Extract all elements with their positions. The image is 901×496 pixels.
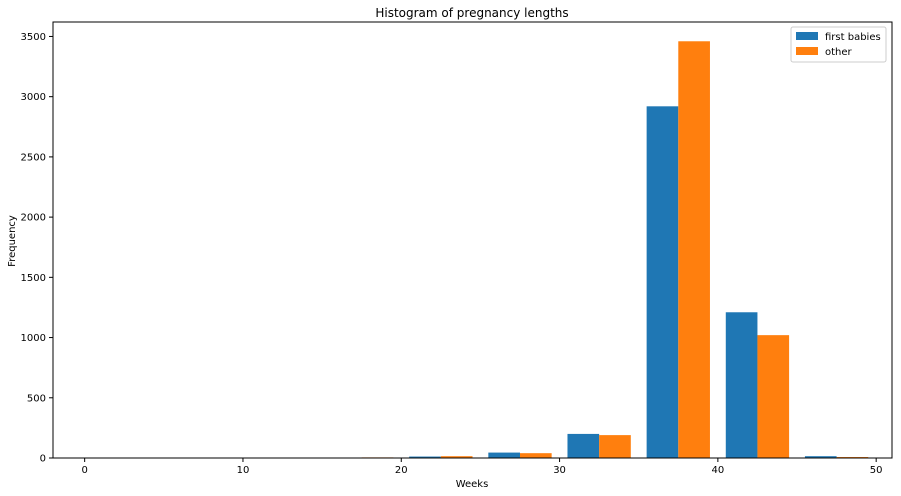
x-axis-label: Weeks: [456, 479, 489, 490]
y-tick-label: 1500: [21, 273, 46, 284]
x-tick-label: 30: [553, 465, 566, 476]
y-tick-label: 3500: [21, 32, 46, 43]
x-tick-label: 10: [237, 465, 250, 476]
y-tick-label: 2000: [21, 213, 46, 224]
y-axis-label: Frequency: [7, 215, 18, 267]
bar-other-bin-5: [520, 453, 552, 458]
chart-title: Histogram of pregnancy lengths: [375, 6, 568, 20]
legend-label-first-babies: first babies: [825, 32, 881, 43]
y-tick-label: 2500: [21, 152, 46, 163]
bar-other-bin-7: [678, 41, 710, 458]
y-tick-label: 1000: [21, 333, 46, 344]
bar-other-bin-8: [757, 335, 789, 458]
x-tick-label: 50: [870, 465, 883, 476]
legend-swatch-first-babies: [796, 32, 818, 40]
y-tick-label: 0: [40, 454, 46, 465]
legend-swatch-other: [796, 47, 818, 55]
x-tick-label: 20: [395, 465, 408, 476]
bar-first-babies-bin-8: [726, 312, 758, 458]
x-tick-label: 0: [81, 465, 87, 476]
bar-first-babies-bin-7: [647, 106, 679, 458]
y-tick-label: 3000: [21, 92, 46, 103]
y-tick-label: 500: [27, 393, 46, 404]
legend: first babies other: [791, 27, 886, 62]
bar-other-bin-6: [599, 435, 631, 458]
bar-first-babies-bin-5: [488, 453, 520, 458]
legend-label-other: other: [825, 47, 853, 58]
x-tick-label: 40: [712, 465, 725, 476]
bar-first-babies-bin-6: [567, 434, 599, 458]
